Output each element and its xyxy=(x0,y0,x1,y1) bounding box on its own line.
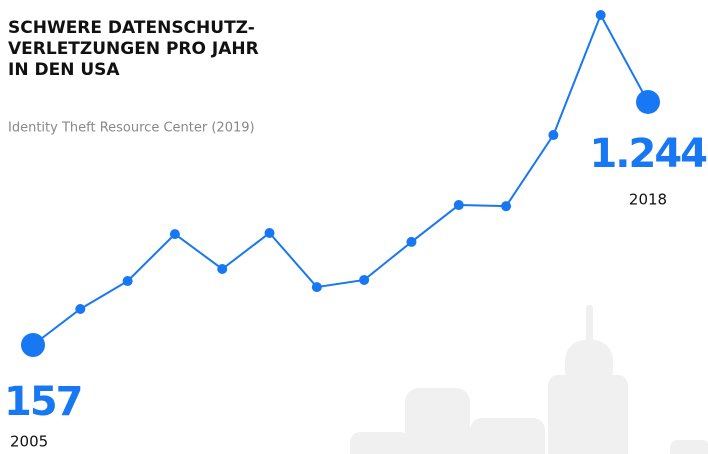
chart-title: IN DEN USA xyxy=(8,60,120,80)
point xyxy=(406,237,416,247)
background-skyline xyxy=(350,305,708,454)
line xyxy=(33,15,648,345)
point xyxy=(265,228,275,238)
chart-title: VERLETZUNGEN PRO JAHR xyxy=(8,39,259,59)
point xyxy=(123,276,133,286)
value-label: 157 xyxy=(4,379,82,425)
point xyxy=(170,229,180,239)
chart-subtitle: Identity Theft Resource Center (2019) xyxy=(8,121,255,136)
point xyxy=(596,10,606,20)
point xyxy=(636,90,660,114)
point xyxy=(312,282,322,292)
point xyxy=(21,333,45,357)
point xyxy=(548,130,558,140)
x-label: 2018 xyxy=(629,191,667,209)
point xyxy=(217,264,227,274)
point xyxy=(75,304,85,314)
value-label: 1.244 xyxy=(589,131,706,177)
chart-title: SCHWERE DATENSCHUTZ- xyxy=(8,18,255,38)
point xyxy=(454,200,464,210)
chart: SCHWERE DATENSCHUTZ- VERLETZUNGEN PRO JA… xyxy=(0,0,708,454)
x-label: 2005 xyxy=(10,433,48,451)
point xyxy=(501,201,511,211)
point xyxy=(359,275,369,285)
